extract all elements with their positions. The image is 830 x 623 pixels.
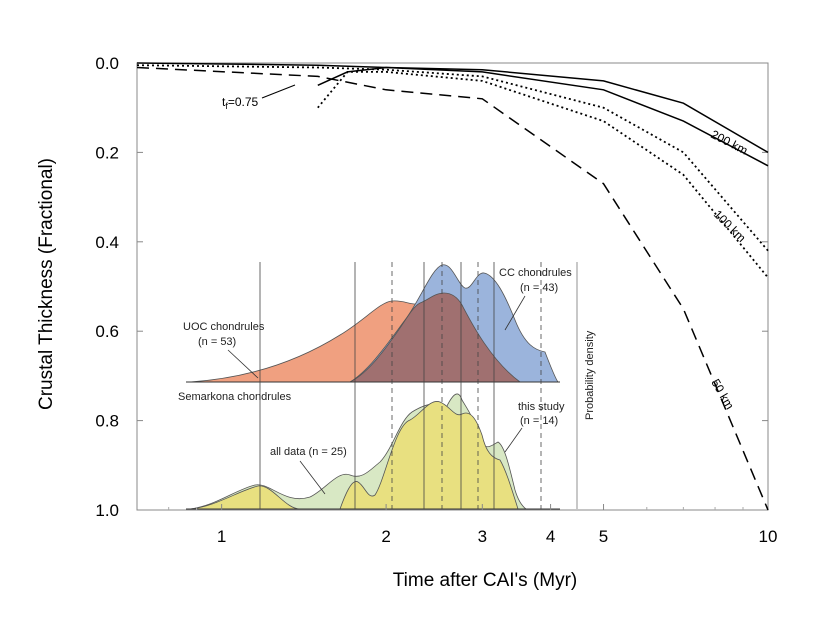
y-axis-title: Crustal Thickness (Fractional)	[36, 158, 57, 410]
probability-density-label: Probability density	[584, 330, 596, 420]
inset-vertical-markers	[259, 262, 578, 509]
tf-leader-line	[261, 84, 296, 99]
probability-density-inset: UOC chondrules (n = 53) CC chondrules (n…	[178, 262, 596, 510]
y-tick-label: 0.2	[95, 143, 119, 162]
y-tick-label: 0.0	[95, 54, 119, 73]
x-tick-label: 2	[381, 527, 390, 546]
tf-label-t: t	[222, 95, 226, 109]
this-study-label: this study	[518, 401, 565, 413]
plot-frame	[136, 62, 769, 511]
all-data-label: all data (n = 25)	[270, 446, 347, 458]
series-line-100-km-a-	[136, 64, 769, 252]
y-tick-label: 0.6	[95, 322, 119, 341]
x-tick-label: 5	[599, 527, 608, 546]
this-study-density-fill	[189, 401, 519, 510]
y-axis-ticks: 0.0 0.2 0.4 0.6 0.8 1.0	[95, 54, 768, 520]
all-data-leader-line	[299, 460, 326, 495]
y-tick-label: 0.8	[95, 412, 119, 431]
x-axis-ticks: 1 2 3 4 5 10	[168, 504, 778, 546]
uoc-n-label: (n = 53)	[198, 336, 236, 348]
x-axis-title: Time after CAI's (Myr)	[393, 570, 577, 591]
label-200-km: 200 km	[709, 127, 750, 157]
x-tick-label: 10	[759, 527, 778, 546]
this-study-leader-line	[504, 427, 523, 453]
y-tick-label: 1.0	[95, 501, 119, 520]
this-study-n-label: (n = 14)	[520, 415, 558, 427]
series-line-200-km-a-	[136, 62, 769, 154]
tf-label: tf=0.75	[222, 95, 259, 111]
overlap-density-fill	[349, 292, 522, 383]
series-line-50-km	[136, 66, 769, 511]
cc-leader-line	[504, 295, 526, 331]
cc-label: CC chondrules	[499, 267, 572, 279]
cc-n-label: (n = 43)	[520, 282, 558, 294]
label-100-km: 100 km	[711, 207, 749, 245]
label-50-km: 50 km	[708, 377, 736, 412]
x-tick-label: 3	[478, 527, 487, 546]
tf-label-value: =0.75	[228, 95, 259, 109]
x-tick-label: 4	[546, 527, 555, 546]
series-line-200-km-b-	[317, 66, 769, 167]
x-tick-label: 1	[217, 527, 226, 546]
tf-label-sub: f	[225, 101, 228, 111]
model-curves	[136, 62, 769, 511]
semarkona-label: Semarkona chondrules	[178, 391, 292, 403]
uoc-leader-line	[227, 349, 259, 379]
uoc-label: UOC chondrules	[183, 321, 265, 333]
series-line-100-km-b-	[317, 71, 769, 279]
y-tick-label: 0.4	[95, 233, 119, 252]
